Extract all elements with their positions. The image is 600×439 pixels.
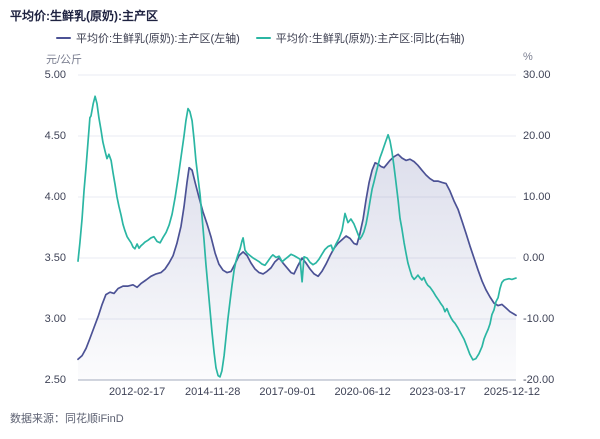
price-line-marker — [56, 37, 71, 39]
legend: 平均价:生鲜乳(原奶):主产区(左轴) 平均价:生鲜乳(原奶):主产区:同比(右… — [56, 30, 465, 46]
legend-item-price-label: 平均价:生鲜乳(原奶):主产区(左轴) — [76, 33, 240, 45]
left-axis-unit-label: 元/公斤 — [46, 54, 83, 66]
right-axis-tick-label: -10.00 — [523, 313, 555, 325]
x-axis-tick-label: 2017-09-01 — [259, 386, 316, 398]
right-axis-tick-label: 20.00 — [523, 130, 551, 142]
legend-item-yoy-label: 平均价:生鲜乳(原奶):主产区:同比(右轴) — [275, 33, 465, 45]
left-axis-tick-label: 3.00 — [44, 313, 66, 325]
left-axis-tick-label: 4.00 — [44, 191, 66, 203]
legend-item-price[interactable]: 平均价:生鲜乳(原奶):主产区(左轴) — [56, 30, 240, 46]
right-axis-unit-label: % — [523, 51, 533, 63]
x-axis-tick-label: 2023-03-17 — [409, 386, 466, 398]
x-axis-tick-label: 2025-12-12 — [483, 386, 541, 398]
yoy-line-marker — [255, 37, 271, 39]
x-axis-tick-label: 2020-06-12 — [334, 386, 391, 398]
chart-title: 平均价:生鲜乳(原奶):主产区 — [10, 9, 158, 23]
right-axis-tick-label: 10.00 — [523, 191, 551, 203]
right-axis-tick-label: -20.00 — [523, 374, 555, 386]
left-axis-tick-label: 5.00 — [44, 69, 66, 81]
x-axis-tick-label: 2014-11-28 — [184, 386, 241, 398]
x-axis-tick-label: 2012-02-17 — [108, 386, 166, 398]
left-axis-tick-label: 2.50 — [44, 374, 66, 386]
right-axis-tick-label: 0.00 — [523, 252, 545, 264]
left-axis-tick-label: 4.50 — [44, 130, 66, 142]
data-source-label: 数据来源：同花顺iFinD — [10, 413, 124, 425]
right-axis-tick-label: 30.00 — [523, 69, 551, 81]
legend-item-yoy[interactable]: 平均价:生鲜乳(原奶):主产区:同比(右轴) — [255, 30, 465, 46]
left-axis-tick-label: 3.50 — [44, 252, 66, 264]
